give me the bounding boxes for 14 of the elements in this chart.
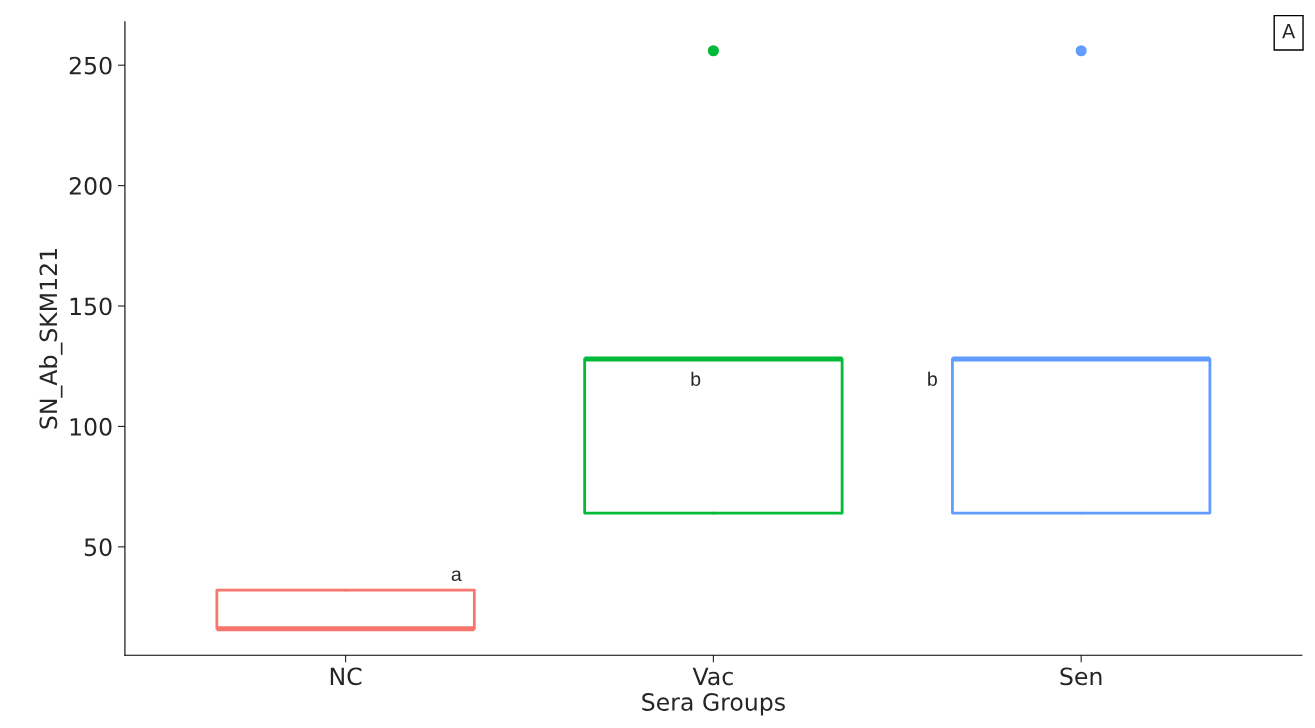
x-tick-label: Vac	[692, 667, 733, 686]
x-tick-label: NC	[330, 667, 362, 686]
annotation: a	[451, 570, 462, 582]
y-tick-label: 100	[70, 417, 112, 436]
y-tick-label: 200	[69, 177, 112, 195]
y-tick-label: 150	[70, 297, 112, 316]
y-tick-label: 50	[84, 538, 112, 557]
annotation: A	[1282, 23, 1296, 39]
y-tick-label: 250	[69, 56, 112, 75]
x-tick-label: Sen	[1060, 667, 1102, 686]
x-axis-title: Sera Groups	[642, 693, 785, 716]
y-axis-title: SN_Ab_SKM121	[38, 249, 63, 429]
annotation: b	[928, 371, 937, 386]
annotation: b	[691, 371, 701, 386]
